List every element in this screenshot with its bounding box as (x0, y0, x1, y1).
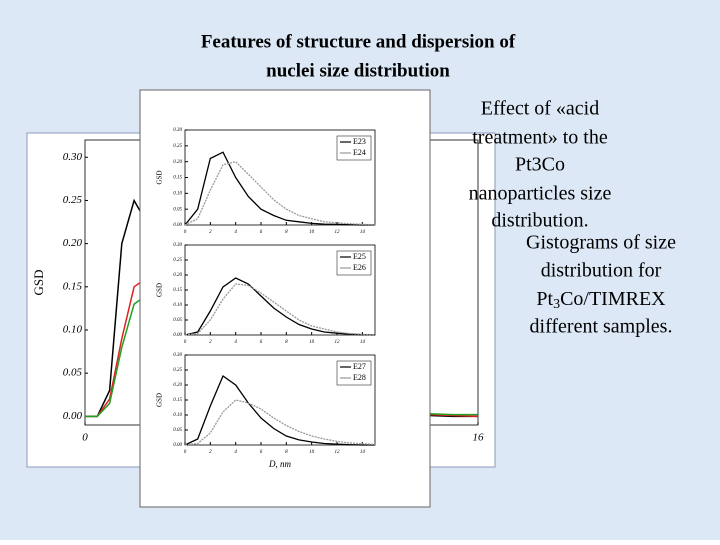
y-tick-label: 0.20 (173, 160, 182, 165)
legend-box (336, 135, 372, 161)
y-tick-label: 0.15 (173, 288, 182, 293)
x-tick-label: 0 (184, 340, 187, 345)
front-chart: 0.00 0.05 0.10 0.15 0.20 0.25 0.30 0 2 4 6 8 10 12 14 G… (156, 128, 376, 469)
legend-label: E23 (353, 137, 366, 146)
x-axis-label: D, nm (268, 459, 291, 469)
x-tick-label: 14 (360, 450, 366, 455)
y-tick-label: 0.10 (173, 303, 182, 308)
x-tick-label: 14 (360, 230, 366, 235)
y-tick-label: 0.00 (63, 410, 83, 422)
x-tick-label: 8 (285, 450, 288, 455)
title-line: nuclei size distribution (266, 60, 450, 81)
legend-label: E25 (353, 252, 366, 261)
y-axis-label: GSD (156, 393, 164, 407)
y-tick-label: 0.10 (63, 324, 83, 336)
formula-part: Pt (536, 288, 553, 310)
y-axis-label: GSD (156, 170, 164, 184)
caption-formula: Pt3Co/TIMREX (536, 288, 666, 313)
series-line (184, 277, 376, 336)
y-tick-label: 0.15 (173, 176, 182, 181)
y-tick-label: 0.20 (63, 237, 83, 249)
y-tick-label: 0.00 (173, 443, 182, 448)
x-tick-label: 4 (234, 340, 237, 345)
x-tick-label: 10 (309, 450, 315, 455)
caption-line: different samples. (530, 316, 673, 338)
y-tick-label: 0.15 (173, 398, 182, 403)
x-tick-label: 6 (260, 340, 263, 345)
y-tick-label: 0.30 (173, 243, 182, 248)
y-tick-label: 0.05 (173, 428, 182, 433)
caption-line: distribution for (541, 260, 662, 282)
caption-line: nanoparticles size (469, 183, 612, 205)
legend-label: E26 (353, 263, 366, 272)
series-line (184, 283, 376, 336)
legend-label: E24 (353, 148, 366, 157)
x-tick-label: 2 (209, 230, 212, 235)
y-tick-label: 0.25 (173, 258, 182, 263)
x-tick-label: 8 (285, 340, 288, 345)
x-tick-label: 10 (309, 340, 315, 345)
x-tick-label: 12 (335, 230, 341, 235)
x-tick-label: 12 (335, 340, 341, 345)
x-tick-label: 10 (309, 230, 315, 235)
legend-label: E28 (353, 373, 366, 382)
x-tick-label: 16 (473, 432, 485, 444)
x-tick-label: 2 (209, 450, 212, 455)
series-line (184, 375, 375, 446)
y-tick-label: 0.05 (173, 207, 182, 212)
x-tick-label: 4 (234, 450, 237, 455)
y-tick-label: 0.00 (173, 223, 182, 228)
x-tick-label: 8 (285, 230, 288, 235)
front-image (139, 89, 431, 508)
y-tick-label: 0.10 (173, 413, 182, 418)
formula-part: Co/TIMREX (560, 288, 666, 310)
caption-line: treatment» to the (472, 127, 608, 149)
y-tick-label: 0.30 (173, 353, 182, 358)
y-tick-label: 0.15 (63, 280, 83, 292)
x-tick-label: 12 (335, 450, 341, 455)
formula-sub: 3 (553, 297, 560, 312)
x-tick-label: 2 (209, 340, 212, 345)
y-tick-label: 0.20 (173, 273, 182, 278)
series-line (184, 160, 376, 226)
y-tick-label: 0.25 (63, 194, 83, 206)
x-tick-label: 14 (360, 340, 366, 345)
x-tick-label: 0 (184, 230, 187, 235)
y-axis-label: GSD (156, 283, 164, 297)
y-tick-label: 0.30 (173, 128, 182, 133)
title-line: Features of structure and dispersion of (201, 31, 516, 52)
x-tick-label: 6 (260, 230, 263, 235)
legend-label: E27 (353, 362, 366, 371)
x-tick-label: 0 (184, 450, 187, 455)
y-tick-label: 0.30 (63, 151, 83, 163)
caption-line: distribution. (491, 210, 588, 232)
x-tick-label: 4 (234, 230, 237, 235)
legend-box (336, 360, 372, 386)
y-tick-label: 0.05 (63, 367, 83, 379)
y-tick-label: 0.10 (173, 191, 182, 196)
y-tick-label: 0.00 (173, 333, 182, 338)
series-line (184, 399, 376, 446)
y-tick-label: 0.25 (173, 368, 182, 373)
series-line (184, 151, 375, 226)
y-tick-label: 0.05 (173, 318, 182, 323)
y-tick-label: 0.25 (173, 144, 182, 149)
caption-line: Gistograms of size (526, 232, 676, 254)
y-axis-label: GSD (31, 269, 46, 295)
x-tick-label: 0 (82, 432, 88, 444)
legend-box (336, 250, 372, 276)
y-tick-label: 0.20 (173, 383, 182, 388)
caption-line: Pt3Co (515, 154, 565, 176)
x-tick-label: 6 (260, 450, 263, 455)
caption-line: Effect of «acid (481, 98, 599, 120)
